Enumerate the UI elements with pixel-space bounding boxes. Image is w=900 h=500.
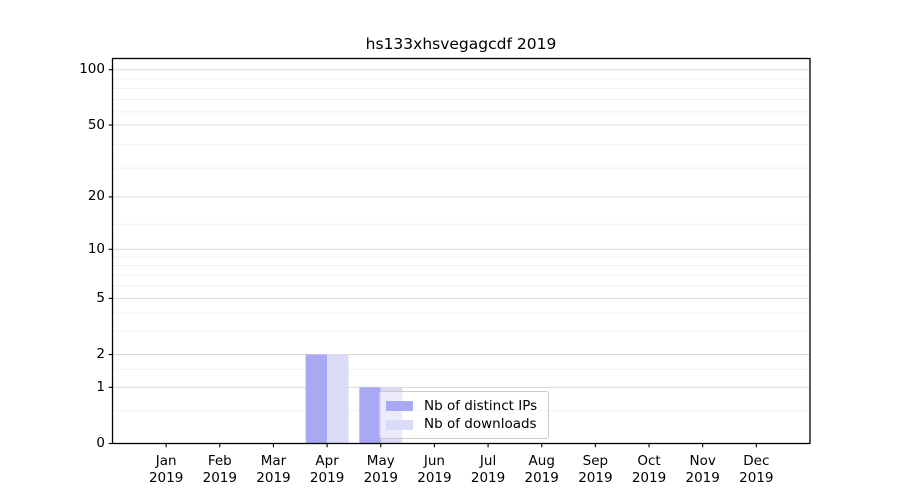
bar <box>305 354 328 444</box>
x-axis-tick-label: Jan 2019 <box>148 452 184 487</box>
y-axis-tick-label: 50 <box>87 116 105 133</box>
legend-label: Nb of downloads <box>424 416 537 433</box>
x-axis-tick-label: Oct 2019 <box>631 452 667 487</box>
x-axis-tick-label: Nov 2019 <box>685 452 720 487</box>
x-axis-tick-label: Jul 2019 <box>470 452 506 487</box>
x-axis-tick-label: Jun 2019 <box>417 452 452 487</box>
y-axis-tick-label: 2 <box>96 346 105 363</box>
y-axis-tick-label: 10 <box>87 240 105 257</box>
x-axis-tick-label: Apr 2019 <box>309 452 345 487</box>
y-axis-tick-label: 100 <box>79 61 105 78</box>
x-axis-tick-label: May 2019 <box>363 452 398 487</box>
y-axis-tick-label: 0 <box>96 435 105 451</box>
legend-swatch <box>386 419 413 430</box>
y-axis-tick-label: 20 <box>87 188 105 205</box>
x-axis-tick-label: Sep 2019 <box>578 452 613 487</box>
legend-swatch <box>386 401 413 412</box>
bar <box>359 387 381 444</box>
chart-title: hs133xhsvegagcdf 2019 <box>365 35 557 53</box>
legend: Nb of distinct IPs Nb of downloads <box>379 391 549 439</box>
plot-frame <box>111 57 811 445</box>
legend-label: Nb of distinct IPs <box>424 397 538 414</box>
y-axis-tick-label: 1 <box>96 378 105 395</box>
x-axis-tick-label: Mar 2019 <box>256 452 291 487</box>
x-axis-tick-label: Aug 2019 <box>524 452 559 487</box>
legend-row: Nb of distinct IPs <box>386 398 541 415</box>
legend-row: Nb of downloads <box>386 416 541 433</box>
y-axis-tick-label: 5 <box>96 289 105 306</box>
bar <box>327 354 349 444</box>
x-axis-tick-label: Feb 2019 <box>202 452 237 487</box>
x-axis-tick-label: Dec 2019 <box>739 452 774 487</box>
